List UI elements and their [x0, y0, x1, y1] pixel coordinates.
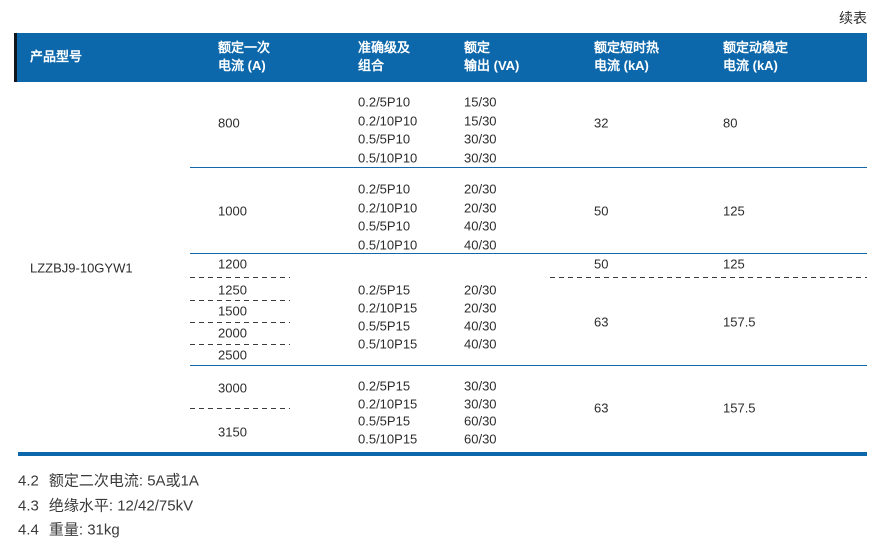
class-cell: 0.2/5P10 [358, 181, 411, 197]
dashed-divider [190, 300, 290, 301]
dynamic-cell: 157.5 [723, 400, 756, 416]
primary-cell: 2500 [218, 347, 247, 363]
output-cell: 20/30 [464, 300, 497, 316]
dynamic-cell: 80 [723, 115, 738, 131]
dashed-divider [190, 344, 290, 345]
class-cell: 0.2/5P10 [358, 94, 411, 110]
dynamic-cell: 157.5 [723, 314, 756, 330]
class-cell: 0.5/5P15 [358, 318, 411, 334]
output-cell: 40/30 [464, 237, 497, 253]
primary-cell: 2000 [218, 325, 247, 341]
class-cell: 0.5/10P10 [358, 150, 418, 166]
output-cell: 15/30 [464, 94, 497, 110]
class-cell: 0.5/10P15 [358, 336, 418, 352]
class-cell: 0.5/10P15 [358, 431, 418, 447]
thermal-cell: 50 [594, 203, 609, 219]
dynamic-cell: 125 [723, 203, 745, 219]
table-bottom-rule [18, 452, 867, 456]
output-cell: 20/30 [464, 200, 497, 216]
group-separator-line [190, 167, 867, 168]
class-cell: 0.5/5P10 [358, 218, 411, 234]
primary-cell: 3000 [218, 380, 247, 396]
column-header-rated-output: 额定 输出 (VA) [464, 39, 520, 73]
thermal-cell: 63 [594, 400, 609, 416]
column-header-dynamic-current: 额定动稳定 电流 (kA) [723, 39, 789, 73]
output-cell: 40/30 [464, 318, 497, 334]
class-cell: 0.2/10P10 [358, 200, 418, 216]
class-cell: 0.5/5P10 [358, 131, 411, 147]
class-cell: 0.2/10P15 [358, 396, 418, 412]
output-cell: 30/30 [464, 378, 497, 394]
output-cell: 15/30 [464, 113, 497, 129]
primary-cell: 1250 [218, 282, 247, 298]
column-header-model: 产品型号 [30, 48, 83, 64]
dynamic-cell: 125 [723, 256, 745, 272]
class-cell: 0.2/10P10 [358, 113, 418, 129]
note-text: 额定二次电流: 5A或1A [48, 472, 199, 490]
table-header-bar [14, 33, 867, 82]
primary-cell: 800 [218, 115, 240, 131]
primary-cell: 1500 [218, 303, 247, 319]
column-header-thermal-current: 额定短时热 电流 (kA) [594, 39, 660, 73]
table-header-left-accent [14, 33, 17, 82]
output-cell: 30/30 [464, 131, 497, 147]
note-text: 重量: 31kg [48, 521, 120, 539]
thermal-cell: 63 [594, 314, 609, 330]
note-secondary-current: 4.2 额定二次电流: 5A或1A [18, 470, 199, 491]
output-cell: 20/30 [464, 282, 497, 298]
continued-table-label: 续表 [839, 10, 867, 26]
output-cell: 40/30 [464, 336, 497, 352]
output-cell: 20/30 [464, 181, 497, 197]
output-cell: 30/30 [464, 150, 497, 166]
column-header-primary-current: 额定一次 电流 (A) [218, 39, 271, 73]
output-cell: 30/30 [464, 396, 497, 412]
note-number: 4.3 [18, 497, 39, 515]
note-weight: 4.4 重量: 31kg [18, 519, 120, 540]
output-cell: 60/30 [464, 431, 497, 447]
output-cell: 60/30 [464, 413, 497, 429]
primary-cell: 1200 [218, 256, 247, 272]
column-header-accuracy-class: 准确级及 组合 [358, 39, 411, 73]
primary-cell: 1000 [218, 203, 247, 219]
class-cell: 0.2/5P15 [358, 378, 411, 394]
note-number: 4.2 [18, 472, 39, 490]
class-cell: 0.5/5P15 [358, 413, 411, 429]
thermal-cell: 50 [594, 256, 609, 272]
primary-cell: 3150 [218, 424, 247, 440]
dashed-divider [190, 322, 290, 323]
note-insulation-level: 4.3 绝缘水平: 12/42/75kV [18, 495, 193, 516]
class-cell: 0.5/10P10 [358, 237, 418, 253]
dashed-divider [190, 277, 290, 278]
class-cell: 0.2/10P15 [358, 300, 418, 316]
class-cell: 0.2/5P15 [358, 282, 411, 298]
model-label: LZZBJ9-10GYW1 [30, 260, 133, 276]
output-cell: 40/30 [464, 218, 497, 234]
dashed-divider [190, 408, 290, 409]
group-separator-line [190, 365, 867, 366]
group-separator-line [190, 253, 867, 254]
note-number: 4.4 [18, 521, 39, 539]
dashed-divider [550, 277, 867, 278]
thermal-cell: 32 [594, 115, 609, 131]
note-text: 绝缘水平: 12/42/75kV [48, 497, 194, 515]
